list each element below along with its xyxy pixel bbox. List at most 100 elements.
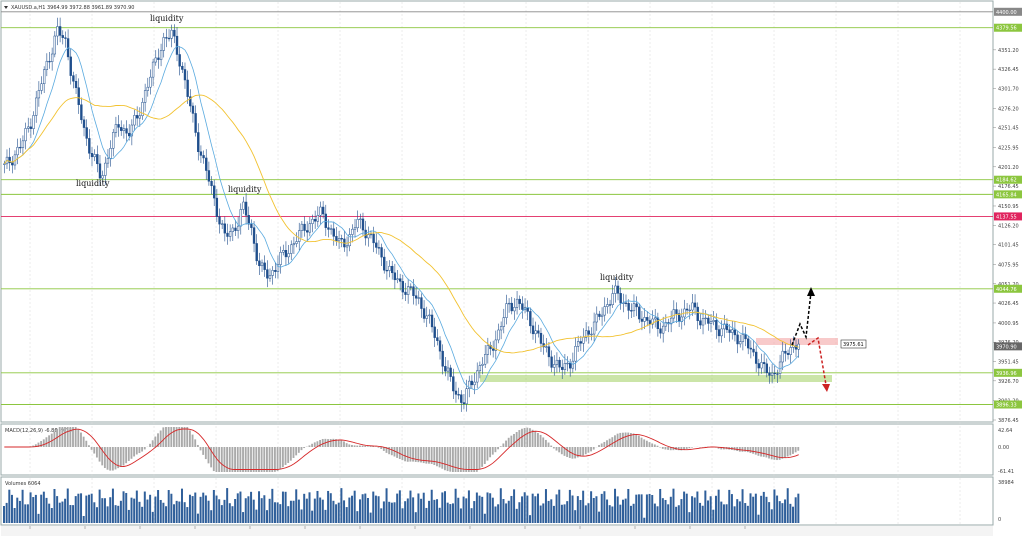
volume-bar	[353, 490, 356, 523]
candle-body	[90, 153, 94, 158]
volume-bar	[566, 501, 569, 523]
volume-bar	[109, 497, 112, 523]
volume-bar	[547, 500, 550, 523]
candle-body	[693, 302, 697, 308]
macd-bar	[454, 447, 457, 472]
macd-bar	[645, 440, 648, 447]
candle-body	[128, 132, 131, 137]
volume-bar	[470, 508, 473, 523]
macd-bar	[348, 444, 351, 447]
macd-bar	[77, 429, 80, 447]
candle-body	[715, 320, 718, 330]
candle-body	[614, 285, 617, 294]
macd-bar	[340, 440, 343, 447]
candle-body	[595, 313, 598, 323]
volume-bar	[311, 510, 314, 523]
volume-tick-top: 38984	[998, 480, 1014, 486]
macd-label: MACD(12,26,9) -6.86 -9.35	[5, 428, 72, 434]
volume-bar	[85, 495, 88, 523]
candle-body	[250, 223, 253, 228]
macd-bar	[685, 447, 688, 449]
macd-bar	[470, 447, 473, 472]
candle-body	[154, 57, 157, 63]
macd-bar	[515, 431, 518, 447]
candle-body	[303, 223, 306, 231]
time-axis	[1, 526, 993, 536]
macd-bar	[608, 438, 611, 447]
candle-body	[696, 306, 699, 321]
candle-body	[181, 65, 184, 70]
macd-bar	[584, 447, 587, 455]
volume-bar	[765, 496, 768, 523]
macd-signal-line	[4, 428, 799, 470]
symbol-header: XAUUSD.a,H1 3964.99 3972.88 3961.89 3970…	[11, 5, 134, 11]
candle-body	[406, 286, 410, 295]
macd-bar	[555, 447, 558, 451]
volume-bar	[287, 506, 290, 523]
macd-bar	[74, 427, 77, 447]
candle-body	[162, 37, 165, 51]
candle-body	[460, 394, 463, 403]
volume-bar	[749, 493, 752, 523]
macd-bar	[48, 435, 51, 447]
macd-bar	[183, 427, 186, 447]
candle-body	[242, 201, 245, 210]
macd-bar	[720, 447, 723, 450]
candle-body	[332, 228, 335, 237]
macd-bar	[499, 446, 502, 447]
volume-bar	[204, 495, 207, 523]
candle-body	[462, 402, 466, 405]
volume-bar	[629, 505, 632, 523]
price-tag-label: 4184.62	[996, 178, 1017, 184]
volume-bar	[159, 499, 162, 523]
macd-bar	[141, 447, 144, 452]
candle-body	[478, 365, 482, 372]
macd-bar	[497, 447, 499, 450]
macd-bar	[425, 447, 428, 464]
candle-body	[717, 329, 721, 337]
macd-bar	[220, 447, 223, 472]
macd-bar	[465, 447, 468, 472]
volume-bar	[313, 498, 316, 523]
price-tag	[994, 400, 1022, 409]
macd-bar	[483, 447, 486, 465]
macd-bar	[526, 427, 529, 447]
liquidity-label-left: liquidity	[76, 179, 110, 188]
candle-body	[165, 37, 168, 39]
volume-bar	[13, 508, 16, 523]
candle-body	[725, 323, 729, 331]
volume-bar	[188, 494, 191, 523]
volume-bar	[563, 504, 566, 523]
chart-menu-icon[interactable]	[4, 6, 8, 9]
macd-bar	[566, 447, 569, 457]
candle-body	[77, 87, 80, 105]
candle-body	[321, 206, 325, 215]
volume-bar	[568, 489, 571, 523]
volume-bar	[332, 500, 335, 523]
macd-bar	[345, 443, 348, 447]
candle-body	[276, 264, 280, 272]
volume-bar	[579, 499, 582, 523]
candle-body	[236, 225, 240, 231]
volume-bar	[151, 511, 154, 523]
volume-bar	[361, 494, 364, 523]
macd-bar	[106, 447, 109, 470]
volume-bar	[130, 497, 133, 523]
volume-bar	[794, 497, 797, 523]
candle-body	[438, 340, 442, 352]
macd-bar	[194, 439, 197, 447]
macd-bar	[417, 447, 420, 463]
candle-body	[430, 314, 434, 328]
candle-body	[531, 325, 535, 335]
volume-bar	[335, 504, 338, 523]
price-tag	[994, 23, 1022, 32]
volume-bar	[343, 500, 346, 523]
candle-body	[186, 79, 189, 97]
volume-bar	[441, 492, 444, 523]
volume-bar	[215, 495, 218, 523]
candle-body	[486, 345, 490, 355]
candle-body	[88, 138, 91, 154]
volume-bar	[143, 491, 146, 523]
candle-body	[414, 295, 418, 299]
volume-bar	[409, 490, 412, 523]
